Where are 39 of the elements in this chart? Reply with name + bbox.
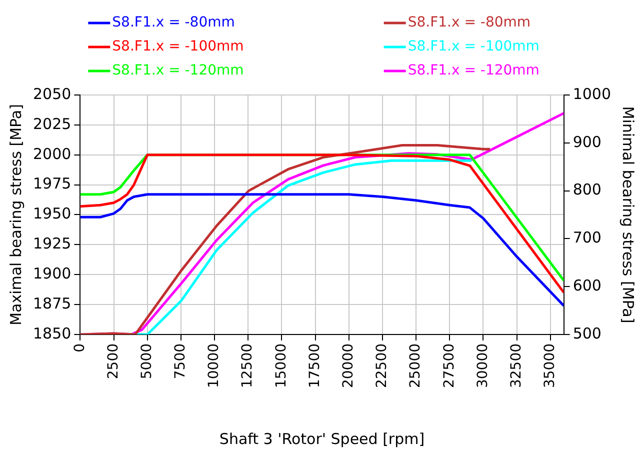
legend-label: S8.F1.x = -80mm <box>112 14 235 31</box>
x-tick-label: 22500 <box>374 343 390 388</box>
y2-tick-label: 500 <box>572 324 602 342</box>
y2-tick-label: 600 <box>572 276 602 294</box>
y-tick-label: 2000 <box>32 144 72 163</box>
y-tick-label: 2025 <box>32 114 72 133</box>
x-tick-label: 2500 <box>105 343 122 380</box>
y2-tick-label: 900 <box>572 132 602 151</box>
x-axis-title: Shaft 3 'Rotor' Speed [rpm] <box>219 430 425 448</box>
legend-label: S8.F1.x = -100mm <box>408 38 540 55</box>
y-tick-label: 1900 <box>32 264 72 282</box>
x-tick-label: 30000 <box>474 343 491 388</box>
x-tick-label: 27500 <box>441 343 458 388</box>
y2-tick-label: 1000 <box>572 84 612 103</box>
y2-tick-label: 800 <box>572 180 602 199</box>
legend-label: S8.F1.x = -120mm <box>408 62 540 79</box>
y-tick-label: 1850 <box>32 324 72 342</box>
y-tick-label: 1975 <box>32 174 72 193</box>
y-tick-label: 2050 <box>32 84 72 103</box>
x-tick-label: 20000 <box>340 343 357 388</box>
legend-label: S8.F1.x = -100mm <box>112 38 244 55</box>
x-tick-label: 12500 <box>240 343 256 388</box>
x-tick-label: 15000 <box>273 343 290 388</box>
x-tick-label: 35000 <box>542 343 558 388</box>
x-tick-label: 10000 <box>206 343 222 388</box>
x-tick-label: 32500 <box>508 343 524 388</box>
y-tick-label: 1875 <box>32 294 72 312</box>
legend-label: S8.F1.x = -80mm <box>408 14 531 31</box>
legend-label: S8.F1.x = -120mm <box>112 62 244 79</box>
x-tick-label: 5000 <box>138 343 155 380</box>
x-tick-label: 25000 <box>408 343 424 388</box>
y-tick-label: 1925 <box>32 234 72 253</box>
y2-tick-label: 700 <box>572 228 602 247</box>
x-tick-label: 7500 <box>172 343 189 380</box>
x-tick-label: 17500 <box>306 343 323 388</box>
x-tick-label: 0 <box>72 343 88 352</box>
y2-axis-title: Minimal bearing stress [MPa] <box>619 106 638 324</box>
y-axis-title: Maximal bearing stress [MPa] <box>6 104 25 326</box>
y-tick-label: 1950 <box>32 204 72 223</box>
